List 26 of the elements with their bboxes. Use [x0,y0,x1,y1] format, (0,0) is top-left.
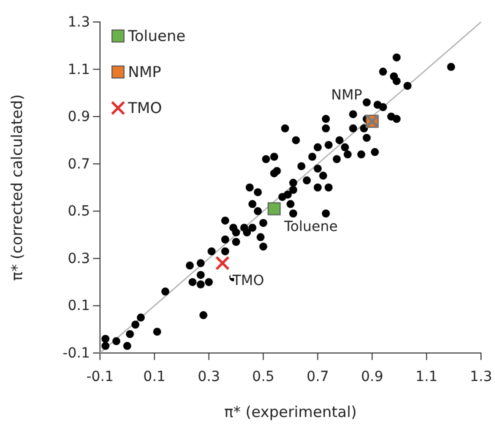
y-tick-label: 1.1 [68,62,90,78]
x-tick-label: 0.9 [361,369,384,386]
y-tick-label: 0.7 [68,156,90,172]
x-tick-label: 0.5 [252,369,274,386]
legend-label: Toluene [127,27,186,45]
y-tick-label: 0.3 [68,250,90,267]
y-tick-label: 0.5 [68,204,90,220]
x-tick-label: 0.7 [306,369,329,386]
y-axis-title: π* (corrected calculated) [8,94,26,281]
annotation: Toluene [283,218,338,235]
legend-label: NMP [128,63,162,81]
annotation: TMO [231,273,264,290]
point [215,256,230,270]
x-tick-label: 0.1 [143,369,166,386]
x-tick-label: 1.3 [470,369,492,386]
x-axis-title: π* (experimental) [224,403,357,421]
x-tick-label: 0.3 [198,369,220,386]
annotation: NMP [331,87,362,104]
x-tick-label: 1.1 [415,369,438,386]
y-tick-label: 0.9 [68,109,90,126]
y-tick-label: 0.1 [68,298,90,314]
y-tick-label: -0.1 [62,345,90,362]
x-tick-label: -0.1 [86,369,114,386]
legend-label: TMO [127,99,162,117]
point [268,202,281,216]
y-tick-label: 1.3 [68,14,90,30]
